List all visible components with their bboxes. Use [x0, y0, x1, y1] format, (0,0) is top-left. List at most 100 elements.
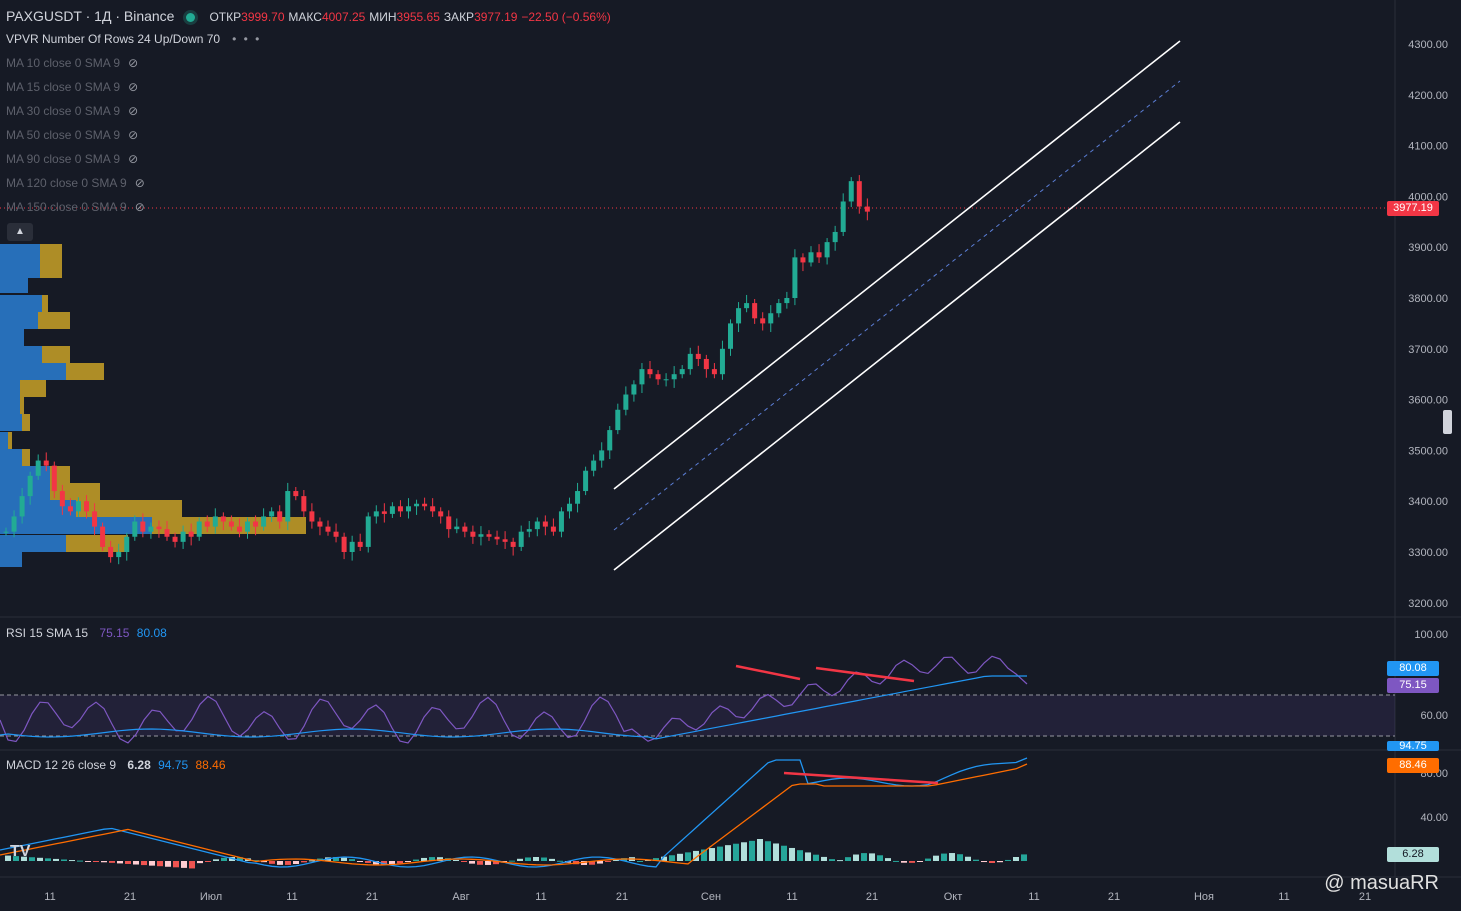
candle-body: [357, 541, 363, 547]
eye-off-icon[interactable]: ⊘: [134, 200, 145, 214]
macd-hist-bar: [717, 846, 723, 861]
open-value: 3999.70: [241, 10, 285, 24]
candle-body: [623, 394, 629, 410]
macd-hist-bar: [885, 858, 891, 861]
macd-line-value: 94.75: [158, 758, 189, 772]
macd-hist-bar: [597, 861, 603, 864]
macd-hist-bar: [709, 848, 715, 861]
candle-body: [59, 491, 65, 507]
vpvr-up-bar: [0, 397, 20, 414]
ma-indicator[interactable]: MA 150 close 0 SMA 9 ⊘: [6, 200, 145, 214]
ma-indicator[interactable]: MA 15 close 0 SMA 9 ⊘: [6, 80, 138, 94]
price-tick-label: 3600.00: [1408, 395, 1448, 407]
chevron-up-icon[interactable]: ▲: [7, 223, 33, 241]
vpvr-up-bar: [0, 432, 8, 449]
more-icon[interactable]: • • •: [232, 32, 262, 46]
vpvr-down-bar: [42, 346, 70, 363]
candle-body: [140, 521, 146, 532]
open-label: ОТКР: [209, 10, 242, 24]
candle-body: [236, 526, 242, 532]
candle-body: [253, 521, 259, 527]
price-tick-label: 3300.00: [1408, 547, 1448, 559]
macd-hist-bar: [989, 861, 995, 863]
macd-hist-bar: [589, 861, 595, 865]
eye-off-icon[interactable]: ⊘: [128, 128, 139, 142]
candle-body: [325, 526, 331, 532]
vpvr-indicator[interactable]: VPVR Number Of Rows 24 Up/Down 70 • • •: [6, 32, 261, 46]
macd-hist-bar: [53, 858, 59, 861]
low-value: 3955.65: [396, 10, 440, 24]
macd-hist-bar: [261, 861, 267, 863]
scale-drag-handle[interactable]: [1443, 410, 1452, 434]
candle-body: [172, 536, 178, 542]
macd-hist-bar: [765, 841, 771, 861]
macd-hist-bar: [1013, 856, 1019, 861]
time-tick-label: 21: [1359, 891, 1371, 903]
candle-body: [671, 374, 677, 380]
macd-hist-bar: [901, 861, 907, 863]
candle-body: [116, 552, 122, 558]
vpvr-up-bar: [0, 517, 152, 534]
candle-body: [277, 511, 283, 522]
ma-indicator[interactable]: MA 90 close 0 SMA 9 ⊘: [6, 152, 138, 166]
macd-hist-bar: [437, 857, 443, 861]
candle-body: [309, 511, 315, 522]
candle-body: [43, 460, 49, 466]
macd-hist-bar: [509, 860, 515, 862]
candle-body: [84, 501, 89, 512]
macd-hist-bar: [397, 861, 403, 864]
candle-body: [317, 521, 323, 527]
time-tick-label: 11: [286, 891, 297, 903]
candle-body: [599, 450, 605, 461]
macd-hist-bar: [101, 861, 107, 863]
vpvr-up-bar: [0, 483, 50, 500]
eye-off-icon[interactable]: ⊘: [128, 152, 139, 166]
macd-hist-bar: [21, 856, 27, 861]
candle-body: [164, 529, 170, 537]
candle-body: [631, 384, 637, 395]
macd-hist-bar: [525, 857, 531, 861]
macd-hist-bar: [661, 856, 667, 861]
candle-body: [3, 531, 9, 533]
rsi-tick-label: 60.00: [1420, 710, 1448, 722]
eye-off-icon[interactable]: ⊘: [134, 176, 145, 190]
macd-hist-bar: [173, 861, 179, 868]
candle-body: [816, 252, 822, 258]
macd-hist-bar: [93, 861, 99, 862]
ma-indicator[interactable]: MA 120 close 0 SMA 9 ⊘: [6, 176, 145, 190]
eye-off-icon[interactable]: ⊘: [128, 56, 139, 70]
macd-hist-bar: [293, 861, 299, 865]
tradingview-logo: TV: [10, 843, 31, 860]
vpvr-up-bar: [0, 295, 42, 312]
eye-off-icon[interactable]: ⊘: [128, 104, 139, 118]
ma-indicator[interactable]: MA 30 close 0 SMA 9 ⊘: [6, 104, 138, 118]
rsi-legend[interactable]: RSI 15 SMA 15 75.15 80.08: [6, 626, 167, 640]
macd-hist-bar: [373, 861, 379, 865]
candle-body: [196, 521, 202, 537]
time-tick-label: Сен: [701, 891, 721, 903]
rsi-ma-value: 80.08: [136, 626, 167, 640]
macd-hist-bar: [461, 861, 467, 862]
macd-hist-bar: [557, 860, 563, 862]
ma-indicator[interactable]: MA 50 close 0 SMA 9 ⊘: [6, 128, 138, 142]
macd-signal-value: 88.46: [195, 758, 226, 772]
candle-body: [19, 496, 25, 517]
vpvr-down-bar: [40, 261, 62, 278]
candle-body: [703, 358, 709, 370]
candle-body: [373, 511, 379, 517]
ma-label: MA 15 close 0 SMA 9: [6, 80, 121, 94]
candle-body: [687, 353, 693, 370]
eye-off-icon[interactable]: ⊘: [128, 80, 139, 94]
market-status-icon: [186, 12, 196, 22]
candle-body: [92, 511, 98, 527]
candle-body: [422, 503, 428, 507]
macd-hist-bar: [821, 856, 827, 861]
ma-indicator[interactable]: MA 10 close 0 SMA 9 ⊘: [6, 56, 138, 70]
macd-tick-label: 40.00: [1420, 812, 1448, 824]
candle-body: [655, 374, 661, 380]
candle-body: [261, 516, 267, 527]
vpvr-up-bar: [0, 380, 20, 397]
symbol-title[interactable]: PAXGUSDT · 1Д · Binance: [6, 8, 175, 24]
macd-legend[interactable]: MACD 12 26 close 9 6.28 94.75 88.46: [6, 758, 226, 772]
